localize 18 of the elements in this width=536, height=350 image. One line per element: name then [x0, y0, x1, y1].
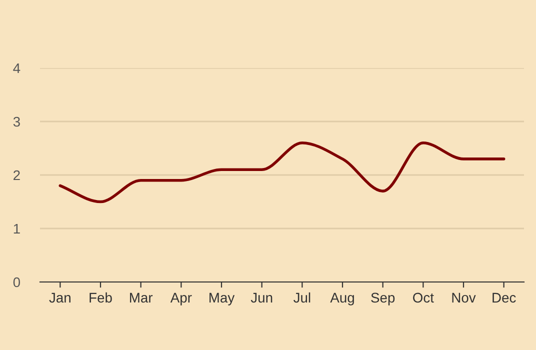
x-tick-label: Mar — [130, 292, 153, 303]
x-tick-label: Sep — [371, 292, 395, 306]
x-tick-label: Apr — [170, 292, 192, 306]
y-tick-label: 1 — [14, 224, 20, 234]
x-tick-label: Oct — [413, 292, 434, 303]
x-tick-label: Jan — [49, 292, 70, 303]
x-tick-label: Feb — [90, 292, 112, 303]
x-tick-label: Jun — [250, 292, 272, 303]
x-tick-label: Jul — [294, 292, 310, 303]
y-tick-label: 4 — [13, 63, 20, 74]
x-tick-label: Nov — [452, 292, 476, 303]
x-tick-label: Aug — [330, 292, 354, 306]
x-tick-label: Dec — [492, 292, 516, 303]
line-series — [58, 142, 506, 204]
x-tick-label: May — [210, 292, 235, 306]
y-tick-label: 0 — [13, 277, 20, 288]
y-tick-label: 2 — [14, 170, 20, 180]
y-tick-label: 3 — [13, 116, 20, 127]
